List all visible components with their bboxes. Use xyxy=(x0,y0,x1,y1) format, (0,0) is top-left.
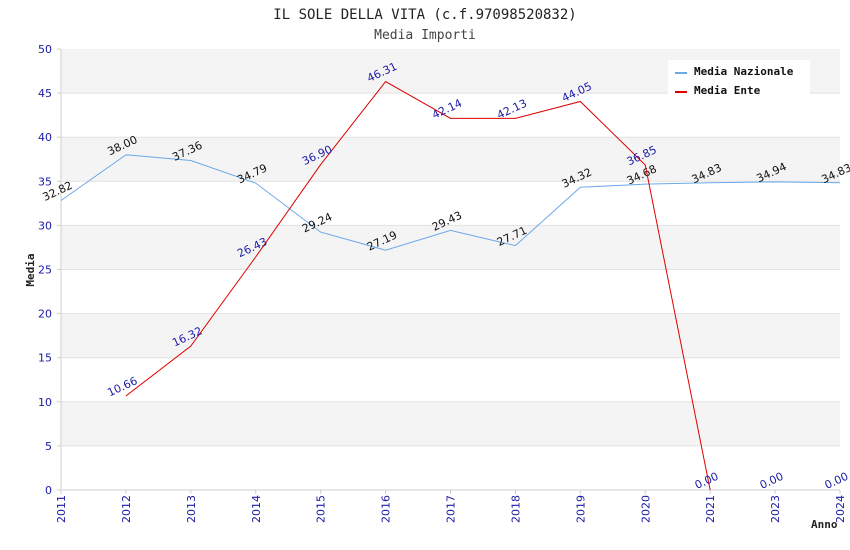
series-line-media-nazionale xyxy=(60,154,841,251)
x-tick-label: 2012 xyxy=(120,495,133,523)
y-tick-label: 35 xyxy=(38,175,52,188)
series-line-media-ente xyxy=(125,80,711,491)
y-tick-label: 40 xyxy=(38,131,52,144)
legend-label-media-ente: Media Ente xyxy=(694,84,761,97)
legend: Media Nazionale Media Ente xyxy=(668,60,810,100)
y-tick-label: 30 xyxy=(38,219,52,232)
chart-subtitle: Media Importi xyxy=(374,28,476,43)
x-tick-label: 2016 xyxy=(380,495,393,523)
grid-band xyxy=(61,93,840,138)
x-tick-label: 2024 xyxy=(834,495,847,523)
legend-background xyxy=(668,60,810,100)
grid-band xyxy=(61,181,840,226)
y-tick-label: 20 xyxy=(38,308,52,321)
grid-band xyxy=(61,445,840,490)
x-tick-label: 2013 xyxy=(185,495,198,523)
chart-title: IL SOLE DELLA VITA (c.f.97098520832) xyxy=(273,7,576,23)
x-tick-label: 2021 xyxy=(704,495,717,523)
grid-band xyxy=(61,269,840,314)
x-tick-label: 2015 xyxy=(315,495,328,523)
y-tick-label: 5 xyxy=(45,440,52,453)
plot-area: 0 5 10 15 20 25 30 35 40 45 50 2011 2012 2013 2014 2015… xyxy=(38,43,850,523)
x-tick-label: 2020 xyxy=(639,495,652,523)
x-tick-label: 2019 xyxy=(574,495,587,523)
y-tick-label: 10 xyxy=(38,396,52,409)
legend-label-media-nazionale: Media Nazionale xyxy=(694,65,794,78)
x-tick-label: 2023 xyxy=(769,495,782,523)
x-axis-label: Anno xyxy=(811,518,838,531)
grid-band xyxy=(61,357,840,402)
y-tick-label: 45 xyxy=(38,87,52,100)
grid-band xyxy=(61,137,840,182)
grid-band xyxy=(61,225,840,270)
y-axis-label: Media xyxy=(24,253,37,286)
x-tick-label: 2017 xyxy=(445,495,458,523)
y-tick-label: 25 xyxy=(38,264,52,277)
grid-band xyxy=(61,313,840,358)
x-tick-label: 2018 xyxy=(509,495,522,523)
y-tick-label: 15 xyxy=(38,352,52,365)
x-tick-label: 2014 xyxy=(250,495,263,523)
y-tick-label: 0 xyxy=(45,484,52,497)
grid-band xyxy=(61,401,840,446)
x-tick-label: 2011 xyxy=(55,495,68,523)
y-tick-label: 50 xyxy=(38,43,52,56)
